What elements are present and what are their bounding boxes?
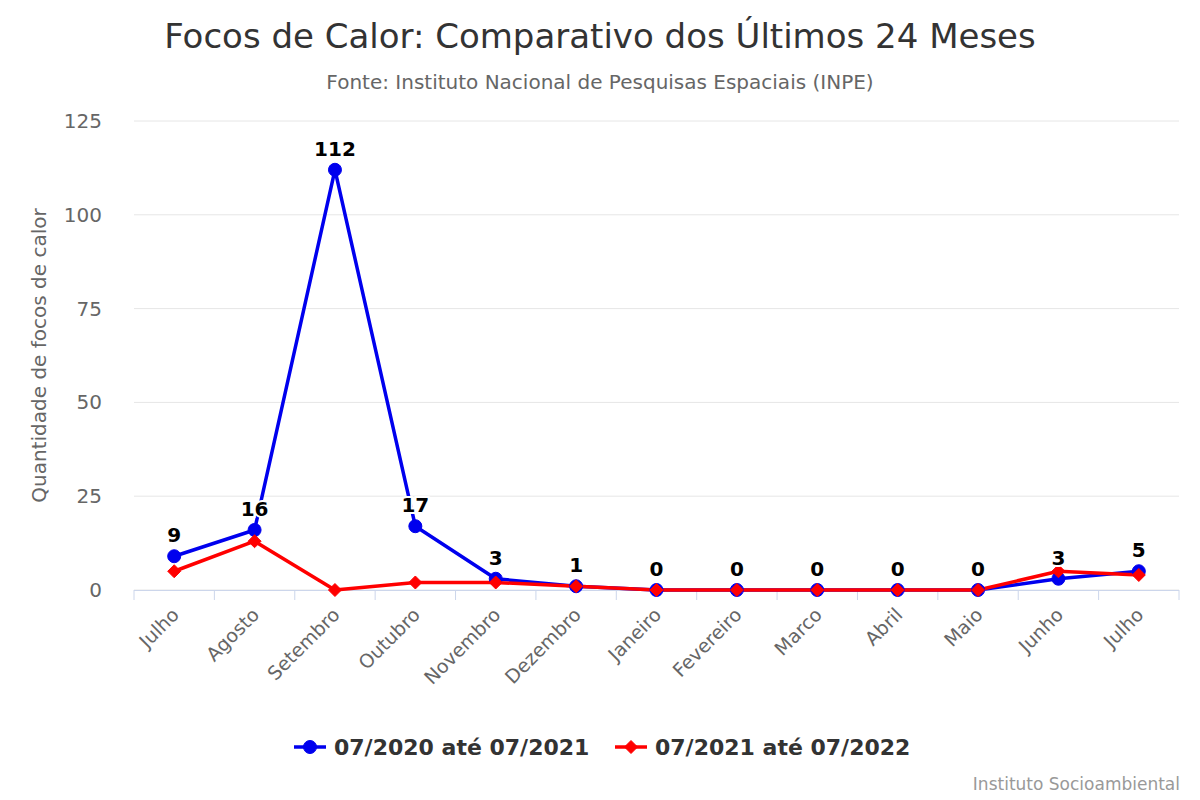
legend-label: 07/2020 até 07/2021: [334, 735, 589, 760]
grid-line: [134, 121, 1179, 122]
x-tick: [1179, 590, 1180, 600]
title: Focos de Calor: Comparativo dos Últimos …: [164, 16, 1035, 56]
x-tick-label: Maio: [940, 603, 987, 650]
data-label: 0: [650, 557, 664, 581]
x-tick-label: Junho: [1013, 603, 1067, 657]
chart: Focos de Calor: Comparativo dos Últimos …: [0, 0, 1200, 800]
y-tick-label: 25: [77, 484, 102, 508]
x-tick: [375, 590, 376, 600]
x-tick-label: Outubro: [354, 603, 424, 673]
marker: [328, 163, 341, 176]
x-tick: [294, 590, 295, 600]
y-tick-label: 75: [77, 297, 102, 321]
credits: Instituto Socioambiental: [973, 774, 1180, 794]
x-tick-label: Abril: [860, 603, 906, 649]
marker: [570, 580, 583, 593]
marker: [650, 584, 663, 597]
y-axis-label: Quantidade de focos de calor: [27, 208, 51, 503]
data-label: 3: [1051, 546, 1065, 570]
grid-line: [134, 496, 1179, 497]
marker: [972, 584, 985, 597]
subtitle: Fonte: Instituto Nacional de Pesquisas E…: [326, 70, 873, 94]
x-tick-label: Julho: [1098, 603, 1147, 652]
marker: [409, 576, 422, 589]
marker: [891, 584, 904, 597]
marker: [409, 520, 422, 533]
y-tick-label: 100: [64, 203, 102, 227]
x-tick-label: Agosto: [201, 603, 263, 665]
marker: [811, 584, 824, 597]
grid-line: [134, 308, 1179, 309]
x-tick: [1018, 590, 1019, 600]
marker: [730, 584, 743, 597]
marker: [168, 550, 181, 563]
x-tick-label: Julho: [134, 603, 183, 652]
marker: [1132, 568, 1145, 581]
marker: [625, 741, 638, 754]
marker: [811, 584, 824, 597]
data-label: 3: [489, 546, 503, 570]
grid-line: [134, 214, 1179, 215]
legend-label: 07/2021 até 07/2022: [655, 735, 910, 760]
x-tick-label: Setembro: [263, 603, 344, 684]
marker: [304, 741, 317, 754]
data-label: 112: [314, 137, 356, 161]
data-label: 5: [1132, 538, 1146, 562]
x-tick: [1098, 590, 1099, 600]
x-tick-label: Janeiro: [603, 603, 665, 665]
data-label: 17: [401, 493, 429, 517]
marker: [570, 580, 583, 593]
x-tick: [616, 590, 617, 600]
x-tick: [455, 590, 456, 600]
series-line: [174, 541, 1139, 590]
data-label: 9: [167, 523, 181, 547]
x-tick-label: Marco: [770, 603, 826, 659]
marker: [650, 584, 663, 597]
data-label: 1: [569, 553, 583, 577]
x-tick-label: Dezembro: [500, 603, 585, 688]
marker: [730, 584, 743, 597]
x-tick-label: Fevereiro: [668, 603, 746, 681]
series-line: [174, 170, 1139, 590]
marker: [972, 584, 985, 597]
marker: [328, 584, 341, 597]
marker: [489, 576, 502, 589]
marker: [248, 535, 261, 548]
data-label: 0: [810, 557, 824, 581]
data-labels: 9 16 112 17 3 1 0 0 0 0 0 3 5: [167, 137, 1146, 581]
legend: 07/2020 até 07/2021 07/2021 até 07/2022: [294, 735, 910, 760]
data-label: 0: [971, 557, 985, 581]
x-tick-label: Novembro: [419, 603, 504, 688]
plot-area: [168, 163, 1146, 596]
y-tick-label: 0: [89, 578, 102, 602]
marker: [891, 584, 904, 597]
grid-line: [134, 402, 1179, 403]
marker: [168, 565, 181, 578]
data-label: 0: [891, 557, 905, 581]
x-tick: [214, 590, 215, 600]
y-tick-label: 125: [64, 109, 102, 133]
x-tick: [134, 590, 135, 600]
y-tick-label: 50: [77, 390, 102, 414]
data-label: 0: [730, 557, 744, 581]
x-tick: [535, 590, 536, 600]
data-label: 16: [241, 497, 269, 521]
